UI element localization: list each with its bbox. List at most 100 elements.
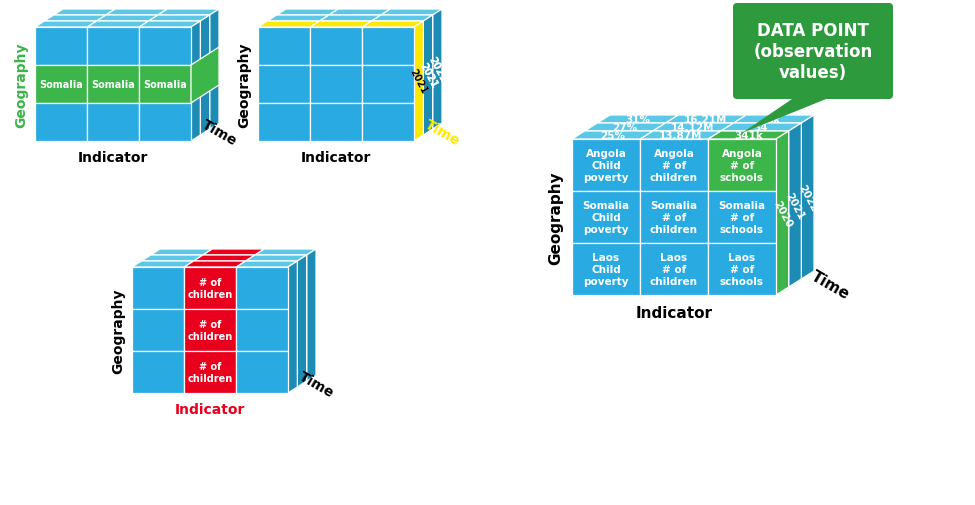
Bar: [362, 104, 414, 142]
Polygon shape: [191, 48, 219, 104]
Bar: [184, 310, 236, 351]
Text: Indicator: Indicator: [636, 306, 713, 321]
Polygon shape: [640, 132, 721, 140]
Text: 2021: 2021: [417, 62, 439, 90]
Text: Angola
# of
schools: Angola # of schools: [720, 149, 764, 182]
Bar: [35, 28, 87, 66]
Polygon shape: [307, 249, 316, 381]
Text: # of
children: # of children: [187, 278, 233, 299]
FancyBboxPatch shape: [733, 4, 893, 100]
Polygon shape: [652, 124, 733, 132]
Text: Somalia: Somalia: [143, 80, 187, 90]
Polygon shape: [87, 22, 148, 28]
Bar: [362, 28, 414, 66]
Polygon shape: [193, 256, 254, 262]
Text: 3k: 3k: [766, 115, 781, 125]
Text: 2021: 2021: [784, 190, 806, 221]
Bar: [132, 268, 184, 310]
Polygon shape: [267, 16, 329, 22]
Text: Laos
# of
schools: Laos # of schools: [720, 253, 764, 286]
Text: # of
children: # of children: [187, 362, 233, 383]
Polygon shape: [210, 10, 219, 130]
Bar: [640, 243, 708, 295]
Bar: [572, 191, 640, 243]
Text: 2021: 2021: [417, 62, 439, 90]
Polygon shape: [44, 16, 105, 22]
Text: 13.87M: 13.87M: [658, 131, 702, 141]
Bar: [236, 351, 288, 393]
Bar: [139, 28, 191, 66]
Text: 34: 34: [754, 123, 768, 133]
Polygon shape: [329, 10, 390, 16]
Polygon shape: [288, 262, 297, 393]
Polygon shape: [148, 16, 210, 22]
Polygon shape: [585, 124, 665, 132]
Text: Laos
Child
poverty: Laos Child poverty: [583, 253, 629, 286]
Text: Somalia: Somalia: [39, 80, 83, 90]
Text: # of
children: # of children: [187, 320, 233, 341]
Text: 25%: 25%: [600, 131, 625, 141]
Text: Time: Time: [200, 117, 240, 148]
Polygon shape: [423, 16, 433, 136]
Text: Time: Time: [808, 269, 852, 302]
Text: Time: Time: [423, 117, 463, 148]
Bar: [35, 66, 87, 104]
Polygon shape: [97, 16, 158, 22]
Polygon shape: [362, 22, 423, 28]
Bar: [258, 28, 310, 66]
Polygon shape: [320, 16, 380, 22]
Bar: [572, 243, 640, 295]
Polygon shape: [776, 132, 789, 295]
Polygon shape: [733, 116, 814, 124]
Bar: [708, 140, 776, 191]
Text: Angola
# of
children: Angola # of children: [650, 149, 698, 182]
Polygon shape: [277, 10, 338, 16]
Text: Indicator: Indicator: [301, 150, 371, 165]
Text: Geography: Geography: [237, 42, 251, 127]
Polygon shape: [151, 249, 212, 256]
Bar: [132, 351, 184, 393]
Polygon shape: [246, 256, 307, 262]
Bar: [139, 66, 191, 104]
Text: Somalia: Somalia: [91, 80, 135, 90]
Polygon shape: [158, 10, 219, 16]
Text: 2020: 2020: [771, 198, 794, 229]
Polygon shape: [742, 98, 831, 134]
Polygon shape: [598, 116, 678, 124]
Bar: [184, 351, 236, 393]
Bar: [35, 104, 87, 142]
Bar: [139, 104, 191, 142]
Text: Geography: Geography: [111, 288, 125, 373]
Polygon shape: [310, 22, 371, 28]
Polygon shape: [54, 10, 115, 16]
Bar: [640, 191, 708, 243]
Text: 2021: 2021: [427, 56, 449, 84]
Bar: [184, 268, 236, 310]
Bar: [310, 66, 362, 104]
Bar: [258, 66, 310, 104]
Polygon shape: [184, 262, 246, 268]
Bar: [132, 310, 184, 351]
Text: Somalia
# of
children: Somalia # of children: [650, 201, 698, 234]
Polygon shape: [236, 262, 297, 268]
Text: 31%: 31%: [625, 115, 650, 125]
Text: 27%: 27%: [612, 123, 638, 133]
Polygon shape: [414, 22, 423, 142]
Bar: [310, 28, 362, 66]
Polygon shape: [297, 256, 307, 387]
Bar: [572, 140, 640, 191]
Polygon shape: [721, 124, 801, 132]
Text: Indicator: Indicator: [78, 150, 148, 165]
Text: 2022: 2022: [797, 182, 819, 213]
Text: Angola
Child
poverty: Angola Child poverty: [583, 149, 629, 182]
Text: DATA POINT
(observation
values): DATA POINT (observation values): [754, 22, 873, 82]
Polygon shape: [433, 10, 442, 130]
Text: Time: Time: [296, 369, 336, 400]
Polygon shape: [141, 256, 203, 262]
Polygon shape: [380, 10, 442, 16]
Text: 2021: 2021: [427, 56, 449, 84]
Polygon shape: [572, 132, 652, 140]
Polygon shape: [801, 116, 814, 279]
Bar: [708, 243, 776, 295]
Text: Indicator: Indicator: [175, 402, 245, 416]
